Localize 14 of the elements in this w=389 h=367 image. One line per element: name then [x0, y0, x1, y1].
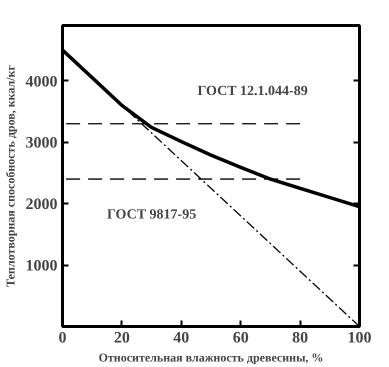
x-tick-label: 80 — [292, 330, 308, 346]
x-axis-title: Относительная влажность древесины, % — [98, 350, 324, 364]
x-tick-label: 20 — [114, 330, 130, 346]
y-axis-title: Теплотворная способность дров, ккал/кг — [4, 64, 18, 287]
annotation: ГОСТ 12.1.044-89 — [197, 84, 308, 100]
y-tick-label: 4000 — [26, 73, 58, 90]
y-tick-label: 2000 — [26, 196, 58, 214]
y-tick-label: 1000 — [26, 258, 58, 275]
x-tick-label: 60 — [232, 330, 249, 346]
annotation: ГОСТ 9817-95 — [106, 208, 196, 223]
x-tick-label: 0 — [58, 330, 66, 346]
x-tick-label: 40 — [173, 330, 190, 346]
y-tick-label: 3000 — [26, 134, 58, 152]
x-tick-label: 100 — [348, 330, 372, 346]
